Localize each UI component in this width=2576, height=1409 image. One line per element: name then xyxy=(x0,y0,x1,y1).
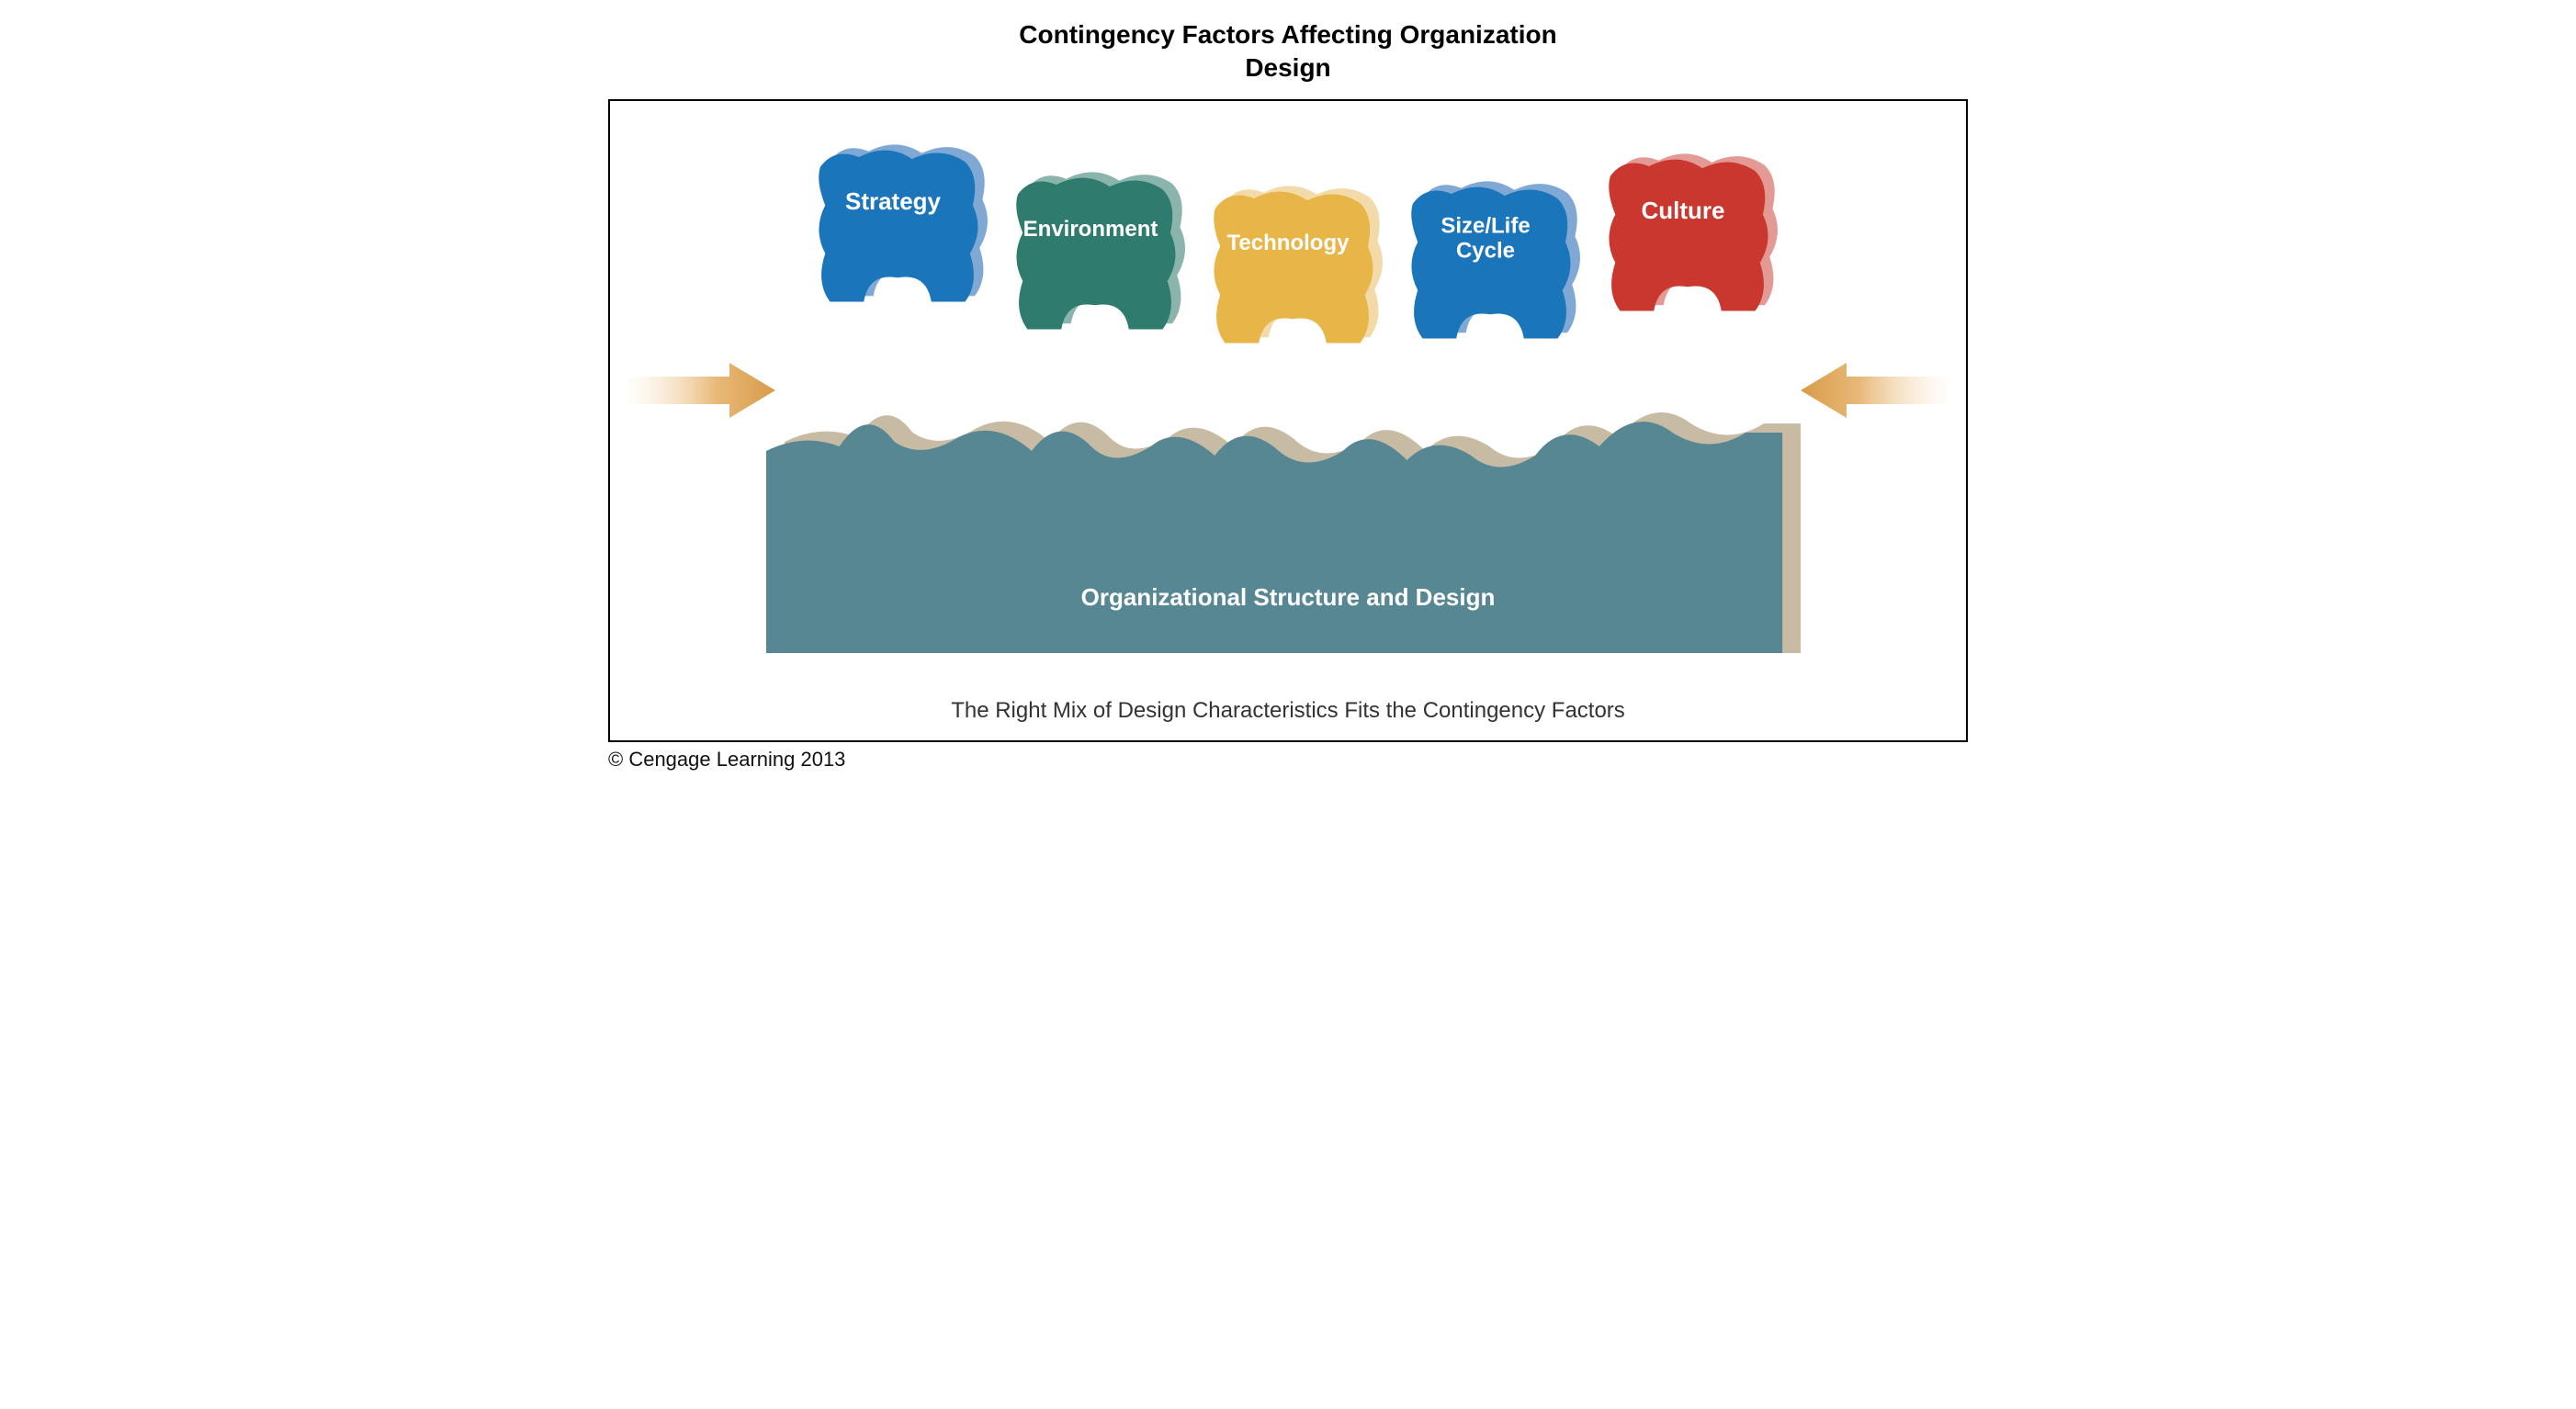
diagram-caption: The Right Mix of Design Characteristics … xyxy=(610,698,1966,724)
puzzle-piece-size-life-cycle: Size/LifeCycle xyxy=(1394,175,1577,358)
copyright-text: © Cengage Learning 2013 xyxy=(608,748,1968,772)
puzzle-label: Environment xyxy=(1023,217,1158,242)
puzzle-piece-culture: Culture xyxy=(1591,147,1775,331)
puzzle-label: Strategy xyxy=(845,188,941,216)
title-line-2: Design xyxy=(1245,53,1330,82)
title-line-1: Contingency Factors Affecting Organizati… xyxy=(1019,20,1556,49)
puzzle-piece-technology: Technology xyxy=(1196,179,1380,363)
puzzle-label: Culture xyxy=(1642,197,1725,225)
diagram-frame: Strategy Environment Technology Size/Lif… xyxy=(608,99,1968,742)
arrow-left-icon xyxy=(628,358,775,427)
puzzle-label: Technology xyxy=(1227,231,1350,256)
base-block: Organizational Structure and Design xyxy=(766,359,1810,653)
arrow-right-icon xyxy=(1801,358,1948,427)
diagram-container: Contingency Factors Affecting Organizati… xyxy=(608,18,1968,772)
page-title: Contingency Factors Affecting Organizati… xyxy=(608,18,1968,85)
base-label: Organizational Structure and Design xyxy=(766,583,1810,612)
puzzle-label: Size/LifeCycle xyxy=(1421,213,1550,264)
puzzle-piece-strategy: Strategy xyxy=(801,138,985,321)
puzzle-row: Strategy Environment Technology Size/Lif… xyxy=(610,138,1966,363)
puzzle-piece-environment: Environment xyxy=(999,165,1182,349)
